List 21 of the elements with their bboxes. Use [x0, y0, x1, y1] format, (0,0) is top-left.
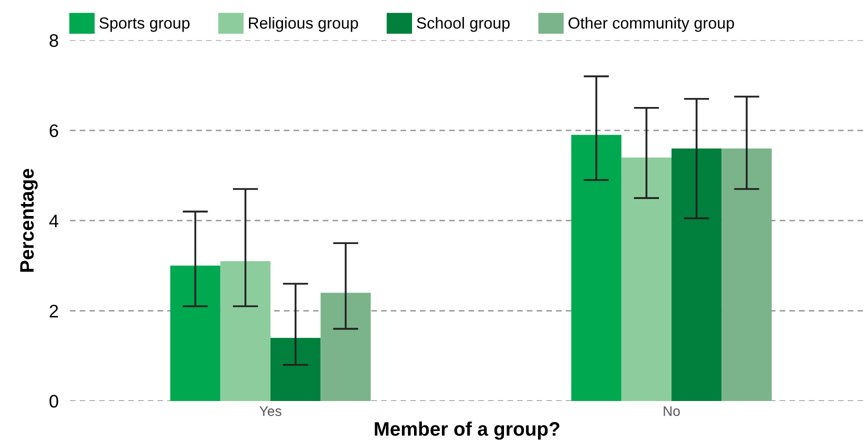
legend-label: School group: [416, 16, 510, 32]
bar: [621, 157, 672, 401]
y-tick-label: 8: [50, 34, 58, 47]
bar: [320, 292, 371, 401]
y-tick-label: 0: [50, 394, 58, 408]
bar: [170, 266, 220, 401]
bar: [270, 338, 321, 401]
legend-label: Sports group: [99, 17, 190, 32]
x-axis-title: Member of a group?: [374, 422, 560, 440]
y-tick-label: 6: [50, 124, 58, 138]
y-tick-label: 4: [49, 214, 58, 228]
y-axis-title: Percentage: [20, 168, 38, 272]
x-tick-label: No: [664, 406, 680, 416]
legend-label: Other community group: [568, 16, 734, 32]
bar: [571, 134, 622, 401]
bar: [722, 148, 772, 401]
y-tick-label: 2: [50, 304, 58, 318]
legend-label: Religious group: [248, 16, 358, 32]
x-tick-label: Yes: [259, 406, 282, 416]
bar: [220, 261, 270, 401]
bar: [672, 148, 722, 401]
